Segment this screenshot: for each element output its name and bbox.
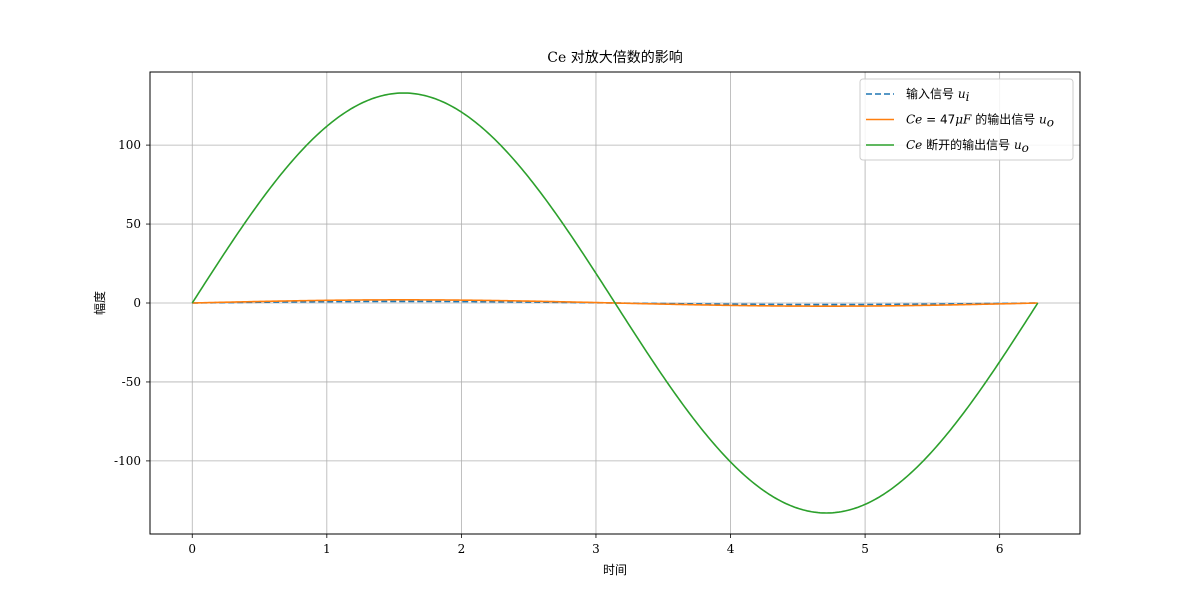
x-tick-label: 1 bbox=[323, 542, 331, 556]
plot-lines bbox=[191, 92, 1039, 514]
x-tick-label: 2 bbox=[458, 542, 466, 556]
y-tick-label: -50 bbox=[122, 375, 141, 389]
y-axis-label: 幅度 bbox=[92, 291, 107, 315]
y-tick-label: 50 bbox=[126, 217, 141, 231]
series-line-2 bbox=[191, 92, 1039, 514]
legend-label-0: 输入信号 ui bbox=[906, 86, 970, 104]
x-tick-label: 4 bbox=[727, 542, 735, 556]
x-axis-label: 时间 bbox=[603, 563, 627, 577]
chart-title: Ce 对放大倍数的影响 bbox=[547, 50, 682, 66]
y-tick-label: 100 bbox=[118, 138, 141, 152]
x-tick-label: 3 bbox=[592, 542, 600, 556]
y-tick-label: 0 bbox=[133, 296, 141, 310]
axis-ticks: 0 1 2 3 4 5 6 100 50 0 -50 -100 bbox=[114, 138, 1003, 556]
legend: 输入信号 ui Ce = 47μF 的输出信号 uo Ce 断开的输出信号 uo bbox=[859, 78, 1074, 161]
x-tick-label: 0 bbox=[188, 542, 196, 556]
x-tick-label: 5 bbox=[861, 542, 869, 556]
legend-label-1: Ce = 47μF 的输出信号 uo bbox=[906, 112, 1054, 130]
y-tick-label: -100 bbox=[114, 454, 141, 468]
legend-box bbox=[859, 78, 1074, 161]
x-tick-label: 6 bbox=[996, 542, 1004, 556]
series-line-0 bbox=[192, 300, 1038, 306]
legend-label-2: Ce 断开的输出信号 uo bbox=[906, 137, 1029, 155]
